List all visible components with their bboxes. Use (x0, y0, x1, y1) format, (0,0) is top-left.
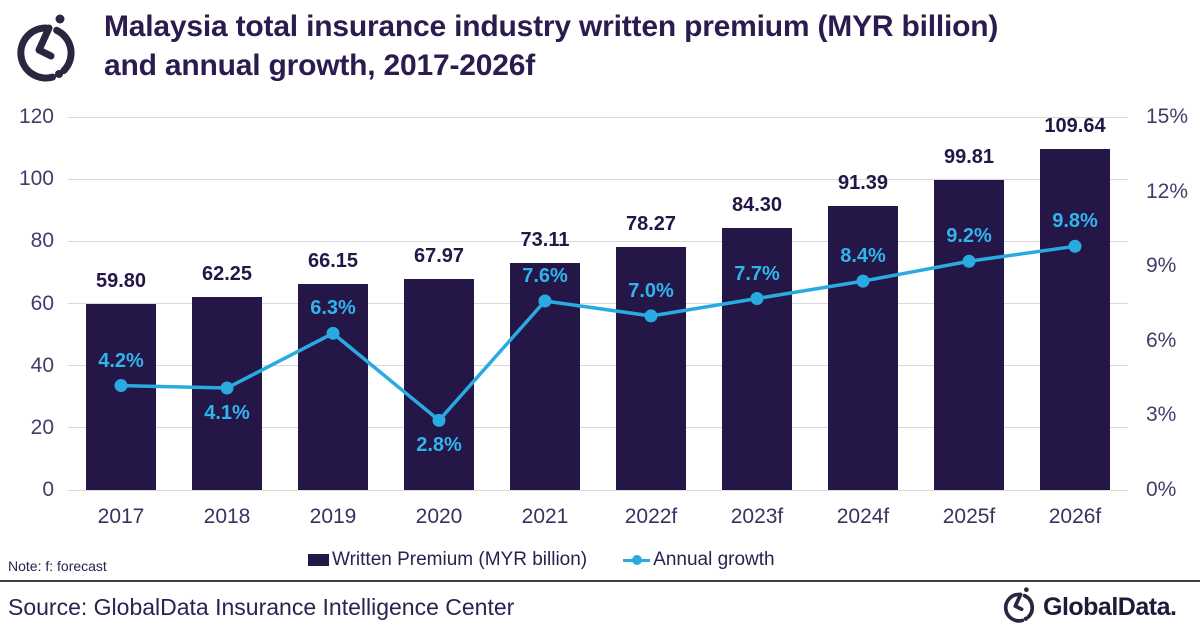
gridline (68, 303, 1128, 304)
y-axis-right-tick: 9% (1146, 254, 1177, 278)
gridline (68, 427, 1128, 429)
growth-point-2022f (644, 309, 658, 323)
y-axis-right-tick: 15% (1146, 105, 1189, 128)
globaldata-wordmark: GlobalData. (1043, 593, 1177, 621)
y-axis-left-tick: 40 (30, 353, 54, 377)
y-axis-left-tick: 20 (30, 415, 54, 439)
bar-2019 (298, 284, 368, 490)
bar-2017 (86, 304, 156, 490)
bar-value-label: 78.27 (625, 212, 677, 235)
bar-value-label: 59.80 (95, 270, 147, 293)
x-axis-label-2018: 2018 (203, 505, 251, 528)
legend-item-written-premium: Written Premium (MYR billion) (308, 549, 587, 571)
growth-point-2021 (538, 294, 552, 308)
growth-value-label: 9.8% (1052, 210, 1098, 233)
growth-point-2020 (432, 413, 446, 427)
y-axis-right-tick: 6% (1146, 328, 1177, 352)
bar-2026f (1040, 149, 1110, 490)
y-axis-left-tick: 120 (18, 105, 54, 128)
y-axis-left-tick: 80 (30, 229, 54, 253)
y-axis-right-tick: 12% (1146, 179, 1189, 203)
bar-2024f (828, 205, 898, 490)
y-axis-left-tick: 100 (18, 167, 54, 191)
legend-label-written-premium: Written Premium (MYR billion) (332, 549, 588, 570)
x-axis-label-2025f: 2025f (942, 505, 996, 528)
page-title-line1: Malaysia total insurance industry writte… (104, 10, 999, 43)
gridline (68, 240, 1128, 242)
chart-legend: Written Premium (MYR billion) Annual gro… (308, 549, 775, 571)
growth-value-label: 7.0% (628, 279, 674, 302)
page-title-line2: and annual growth, 2017-2026f (104, 49, 535, 82)
growth-value-label: 6.3% (310, 297, 356, 320)
gridline (68, 365, 1128, 367)
y-axis-right-tick: 3% (1146, 403, 1177, 427)
growth-point-2017 (114, 379, 128, 393)
bar-value-label: 62.25 (201, 262, 253, 285)
growth-point-2018 (220, 381, 234, 395)
x-axis-label-2017: 2017 (97, 505, 145, 528)
bar-2025f (934, 179, 1004, 490)
source-text: Source: GlobalData Insurance Intelligenc… (8, 594, 515, 620)
x-axis-label-2021: 2021 (521, 505, 569, 528)
growth-value-label: 7.7% (734, 262, 780, 285)
x-axis-label-2020: 2020 (415, 505, 463, 528)
growth-value-label: 8.4% (840, 245, 886, 268)
plot-area: 59.80 62.25 66.15 67.97 73.11 78.27 84.30 91.39… (68, 115, 1128, 491)
gridline (68, 178, 1128, 180)
y-axis-left-tick: 60 (30, 291, 54, 315)
globaldata-logo-icon (1003, 586, 1035, 623)
growth-value-label: 2.8% (416, 434, 462, 457)
growth-value-label: 4.1% (204, 402, 250, 425)
x-axis-label-2024f: 2024f (836, 505, 890, 528)
legend-item-annual-growth: Annual growth (623, 549, 775, 571)
bar-2023f (722, 227, 792, 490)
legend-label-annual-growth: Annual growth (653, 549, 775, 570)
bar-2022f (616, 246, 686, 490)
growth-point-2019 (326, 326, 340, 340)
bar-2020 (404, 278, 474, 490)
annual-growth-line-layer (114, 239, 1082, 427)
globaldata-logo-icon (14, 12, 78, 84)
growth-value-label: 7.6% (522, 265, 568, 288)
growth-point-2024f (856, 274, 870, 288)
growth-value-label: 9.2% (946, 225, 992, 248)
bar-value-label: 67.97 (413, 244, 465, 267)
x-axis-label-2019: 2019 (309, 505, 357, 528)
bar-value-label: 84.30 (731, 193, 783, 216)
bar-swatch-icon (308, 554, 329, 566)
y-axis-right-tick: 0% (1146, 478, 1177, 501)
line-dot-marker-icon (623, 554, 651, 566)
page-title: Malaysia total insurance industry writte… (104, 7, 1194, 85)
gridline (68, 116, 1128, 118)
bar-value-label: 73.11 (520, 228, 570, 251)
x-axis-label-2022f: 2022f (624, 505, 678, 528)
forecast-note: Note: f: forecast (8, 558, 107, 574)
x-axis-label-2026f: 2026f (1048, 505, 1102, 528)
bar-value-label: 109.64 (1044, 115, 1106, 138)
growth-point-2025f (962, 254, 976, 268)
footer-brand: GlobalData. (1002, 586, 1177, 624)
y-axis-left-tick: 0 (42, 478, 54, 501)
bar-value-label: 91.39 (837, 171, 889, 194)
bar-value-label: 66.15 (307, 250, 359, 273)
annual-growth-line (120, 244, 1076, 423)
growth-point-2023f (750, 292, 764, 306)
gridline (68, 489, 1128, 491)
growth-value-label: 4.2% (98, 349, 144, 372)
footer-divider (0, 580, 1200, 582)
growth-point-2026f (1068, 239, 1082, 253)
x-axis-label-2023f: 2023f (730, 505, 784, 528)
bar-value-label: 99.81 (943, 145, 995, 168)
